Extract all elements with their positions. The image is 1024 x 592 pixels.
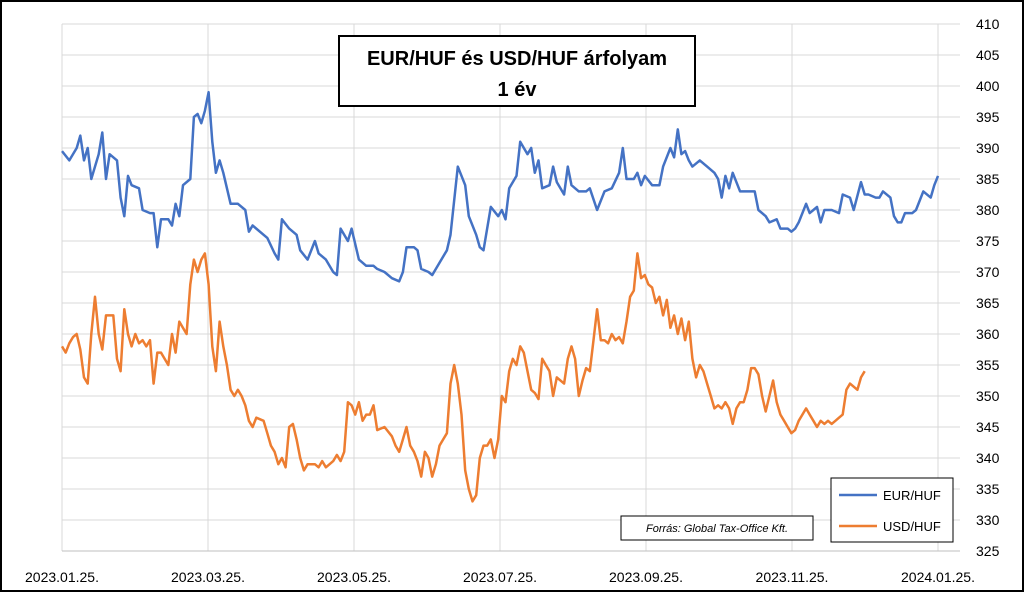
series-line-eur-huf — [61, 90, 940, 283]
x-tick-label: 2023.09.25. — [609, 569, 683, 585]
source-box — [620, 515, 814, 541]
x-tick-label: 2023.07.25. — [463, 569, 537, 585]
y-tick-label: 405 — [976, 47, 1000, 63]
x-tick-label: 2023.05.25. — [317, 569, 391, 585]
x-tick-label: 2023.11.25. — [756, 569, 829, 585]
source-note: Forrás: Global Tax-Office Kft. — [646, 523, 788, 535]
y-tick-label: 355 — [976, 357, 1000, 373]
chart-title-line1: EUR/HUF és USD/HUF árfolyam — [367, 48, 667, 70]
series-line-usd-huf — [60, 252, 866, 503]
x-tick-label: 2023.01.25. — [25, 569, 99, 585]
legend-box — [830, 477, 954, 543]
y-tick-label: 340 — [976, 450, 1000, 466]
y-tick-label: 325 — [976, 543, 1000, 559]
y-tick-label: 350 — [976, 388, 1000, 404]
y-tick-label: 395 — [976, 109, 1000, 125]
y-tick-label: 365 — [976, 295, 1000, 311]
title-box — [338, 35, 696, 107]
chart-title-line2: 1 év — [498, 79, 538, 101]
y-tick-label: 335 — [976, 481, 1000, 497]
y-tick-label: 380 — [976, 202, 1000, 218]
y-tick-label: 370 — [976, 264, 1000, 280]
y-tick-label: 390 — [976, 140, 1000, 156]
legend-label: USD/HUF — [883, 519, 941, 534]
y-axis-ticks: 325 330 335 340 345 350 355 360 365 370 375 380 385 3… — [976, 16, 1000, 559]
x-tick-label: 2024.01.25. — [901, 569, 975, 585]
x-axis-ticks: 2023.01.25. 2023.03.25. 2023.05.25. 2023.07… — [25, 569, 975, 585]
legend: EUR/HUF USD/HUF — [830, 477, 954, 543]
y-tick-label: 410 — [976, 16, 1000, 32]
grid — [61, 23, 960, 552]
y-tick-label: 400 — [976, 78, 1000, 94]
y-tick-label: 375 — [976, 233, 1000, 249]
y-tick-label: 345 — [976, 419, 1000, 435]
legend-label: EUR/HUF — [883, 488, 941, 503]
series-lines — [60, 90, 940, 503]
y-tick-label: 330 — [976, 512, 1000, 528]
y-tick-label: 360 — [976, 326, 1000, 342]
y-tick-label: 385 — [976, 171, 1000, 187]
x-tick-label: 2023.03.25. — [171, 569, 245, 585]
